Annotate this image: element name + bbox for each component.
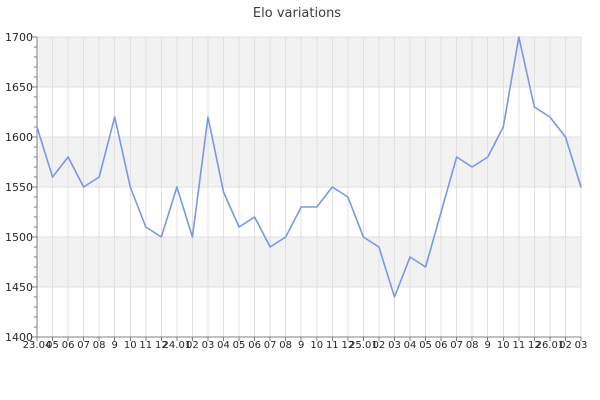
x-axis-label: 03 [574,340,588,351]
x-axis-label: 12 [154,340,168,351]
x-axis-label: 08 [92,340,106,351]
x-axis-label: 12 [527,340,541,351]
x-axis-label: 04 [217,340,230,351]
x-axis-label: 9 [111,340,118,351]
x-axis-label: 05 [419,340,432,351]
y-axis-label: 1650 [5,80,33,94]
x-axis-label: 07 [450,340,464,351]
y-axis-label: 1450 [5,280,33,294]
x-axis-label: 02 [559,340,572,351]
x-axis-label: 23.04 [22,340,52,351]
x-axis-label: 05 [232,340,246,351]
x-axis-label: 06 [434,340,448,351]
x-axis-label: 11 [512,340,526,351]
x-axis-label: 07 [263,340,277,351]
y-axis-label: 1400 [5,330,33,344]
plot-band [37,137,581,187]
x-axis-label: 10 [123,340,137,351]
x-axis-label: 02 [372,340,386,351]
x-axis-label: 11 [139,340,153,351]
x-axis-label: 10 [496,340,510,351]
plot-band [37,237,581,287]
x-axis-label: 11 [325,340,339,351]
x-axis-label: 03 [388,340,401,351]
x-axis-label: 06 [61,340,75,351]
x-axis-label: 02 [186,340,199,351]
y-axis-label: 1550 [5,180,33,194]
x-axis-label: 06 [248,340,261,351]
plot-band [37,37,581,87]
x-axis-label: 04 [403,340,417,351]
x-axis-label: 12 [341,340,355,351]
y-axis-label: 1600 [5,130,33,144]
x-axis-label: 03 [201,340,215,351]
x-axis-label: 08 [465,340,479,351]
x-axis-label: 25.01 [349,340,378,351]
x-axis-label: 9 [298,340,305,351]
x-axis-label: 10 [310,340,324,351]
x-axis-label: 9 [484,340,491,351]
chart-title: Elo variations [252,6,342,21]
x-axis-label: 08 [279,340,293,351]
y-axis-label: 1700 [5,30,33,44]
x-axis-label: 24.01 [162,340,192,351]
elo-line-series [36,36,582,298]
x-axis-label: 07 [77,340,90,351]
x-axis-label: 05 [46,340,59,351]
y-axis-label: 1500 [5,230,33,244]
x-axis-label: 26.01 [535,340,565,351]
